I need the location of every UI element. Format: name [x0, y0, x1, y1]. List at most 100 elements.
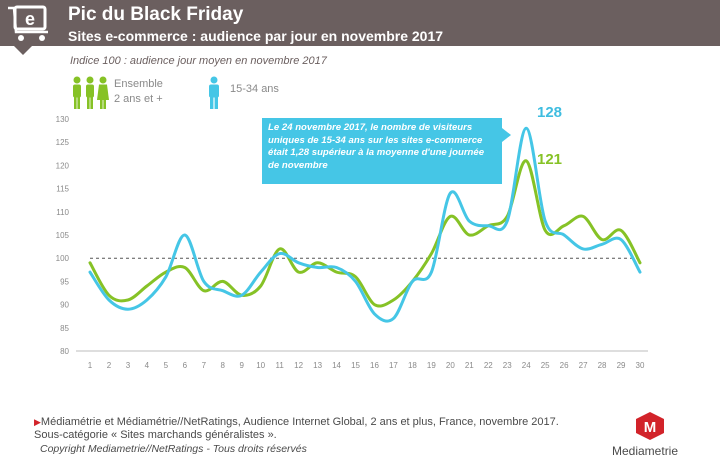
x-tick-label: 3 [126, 361, 131, 370]
data-point [563, 234, 565, 236]
x-tick-label: 6 [183, 361, 188, 370]
data-point [620, 238, 622, 241]
annotation-callout: Le 24 novembre 2017, le nombre de visite… [262, 118, 502, 184]
mediametrie-logo: M [636, 412, 664, 440]
people-group-icon [73, 76, 109, 109]
x-tick-label: 19 [427, 361, 436, 370]
data-point [165, 271, 167, 273]
data-point [278, 252, 281, 255]
person-icon [209, 76, 219, 109]
source-note: ▶Médiamétrie et Médiamétrie//NetRatings,… [34, 416, 574, 442]
data-point [127, 308, 129, 311]
y-tick-label: 95 [60, 277, 69, 286]
x-tick-label: 7 [202, 361, 207, 370]
x-tick-label: 29 [617, 361, 626, 370]
svg-text:M: M [644, 419, 657, 436]
y-tick-label: 110 [56, 208, 69, 217]
peak-label-ensemble: 121 [537, 151, 563, 168]
data-point [146, 299, 148, 301]
data-point [525, 160, 527, 162]
data-point [468, 220, 471, 222]
data-point [354, 280, 357, 283]
data-point [89, 271, 91, 273]
x-tick-label: 2 [107, 361, 112, 370]
copyright-note: Copyright Mediametrie//NetRatings - Tous… [40, 443, 307, 455]
data-point [601, 238, 603, 241]
data-point [373, 313, 376, 315]
x-tick-label: 20 [446, 361, 455, 370]
y-tick-label: 125 [56, 138, 70, 147]
data-point [89, 262, 91, 264]
data-point [506, 220, 509, 222]
x-tick-label: 4 [145, 361, 150, 370]
data-point [259, 285, 262, 287]
x-tick-label: 15 [351, 361, 360, 370]
x-tick-label: 30 [636, 361, 645, 370]
data-point [639, 262, 641, 264]
data-point [354, 276, 357, 278]
x-tick-label: 13 [313, 361, 322, 370]
data-point [449, 192, 452, 194]
x-tick-label: 8 [221, 361, 226, 370]
x-tick-label: 23 [503, 361, 512, 370]
data-point [544, 220, 546, 222]
x-tick-label: 16 [370, 361, 379, 370]
data-point [411, 280, 414, 283]
data-point [146, 285, 148, 287]
data-point [582, 215, 584, 218]
data-point [240, 294, 243, 297]
y-tick-label: 100 [56, 254, 70, 263]
data-point [525, 127, 527, 130]
x-tick-label: 18 [408, 361, 417, 370]
data-point [639, 271, 641, 273]
annotation-arrow [502, 128, 511, 142]
y-tick-label: 115 [56, 185, 69, 194]
x-tick-label: 11 [275, 361, 284, 370]
data-point [449, 215, 452, 218]
x-tick-label: 25 [541, 361, 550, 370]
brand-name: Mediametrie [612, 444, 679, 458]
x-tick-label: 9 [239, 361, 244, 370]
x-tick-label: 5 [164, 361, 169, 370]
data-point [108, 299, 110, 301]
data-point [203, 289, 205, 292]
data-point [373, 303, 376, 306]
x-tick-label: 10 [256, 361, 265, 370]
peak-label-young: 128 [537, 104, 563, 121]
data-point [165, 276, 167, 278]
index-note: Indice 100 : audience jour moyen en nove… [70, 55, 327, 67]
bullet-marker: ▶ [34, 417, 41, 427]
legend-ensemble-line2: 2 ans et + [114, 93, 163, 105]
data-point [392, 299, 395, 301]
data-point [620, 229, 622, 232]
y-tick-label: 90 [60, 301, 69, 310]
data-point [582, 248, 584, 250]
data-point [297, 262, 300, 264]
data-point [316, 262, 319, 264]
data-point [297, 271, 300, 273]
y-tick-label: 80 [60, 347, 69, 356]
x-tick-label: 22 [484, 361, 493, 370]
data-point [278, 248, 281, 250]
data-point [430, 252, 433, 255]
data-point [184, 266, 186, 269]
legend-ensemble-line1: Ensemble [114, 78, 163, 90]
y-tick-label: 130 [56, 115, 70, 124]
x-tick-label: 28 [598, 361, 607, 370]
svg-text:e: e [25, 9, 35, 29]
data-point [108, 294, 110, 297]
data-point [601, 243, 603, 246]
y-tick-label: 105 [56, 231, 70, 240]
header-tab-notch [14, 46, 32, 55]
data-point [184, 234, 186, 236]
data-point [468, 234, 471, 236]
legend-young: 15-34 ans [230, 83, 279, 95]
data-point [316, 266, 319, 269]
data-point [203, 280, 205, 283]
data-point [222, 280, 224, 283]
x-tick-label: 26 [560, 361, 569, 370]
page-subtitle: Sites e-commerce : audience par jour en … [68, 28, 444, 44]
data-point [127, 299, 129, 301]
data-point [563, 224, 565, 227]
